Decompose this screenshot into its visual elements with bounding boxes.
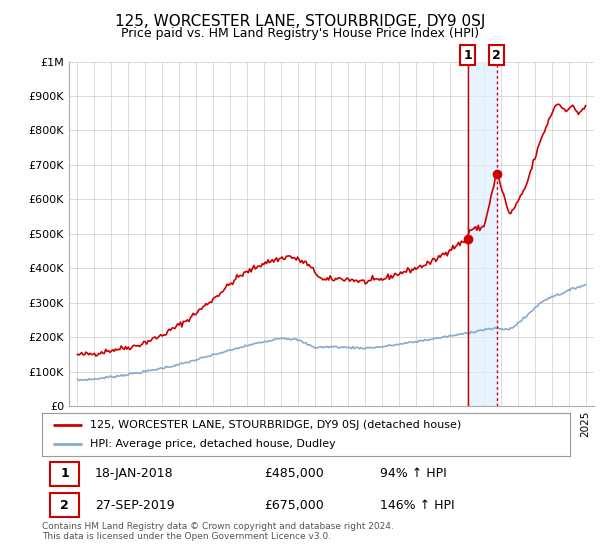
Text: 27-SEP-2019: 27-SEP-2019 [95,498,175,512]
Text: 125, WORCESTER LANE, STOURBRIDGE, DY9 0SJ (detached house): 125, WORCESTER LANE, STOURBRIDGE, DY9 0S… [89,421,461,430]
Text: 146% ↑ HPI: 146% ↑ HPI [380,498,455,512]
Text: 1: 1 [463,49,472,62]
Text: £675,000: £675,000 [264,498,323,512]
Text: 18-JAN-2018: 18-JAN-2018 [95,468,173,480]
Bar [468,62,497,406]
FancyBboxPatch shape [50,461,79,486]
Text: Contains HM Land Registry data © Crown copyright and database right 2024.
This d: Contains HM Land Registry data © Crown c… [42,522,394,542]
Text: 2: 2 [492,49,501,62]
Text: 125, WORCESTER LANE, STOURBRIDGE, DY9 0SJ: 125, WORCESTER LANE, STOURBRIDGE, DY9 0S… [115,14,485,29]
Text: HPI: Average price, detached house, Dudley: HPI: Average price, detached house, Dudl… [89,440,335,449]
Text: 1: 1 [60,468,69,480]
FancyBboxPatch shape [50,493,79,517]
Text: 94% ↑ HPI: 94% ↑ HPI [380,468,446,480]
Text: Price paid vs. HM Land Registry's House Price Index (HPI): Price paid vs. HM Land Registry's House … [121,27,479,40]
Text: £485,000: £485,000 [264,468,323,480]
Text: 2: 2 [60,498,69,512]
